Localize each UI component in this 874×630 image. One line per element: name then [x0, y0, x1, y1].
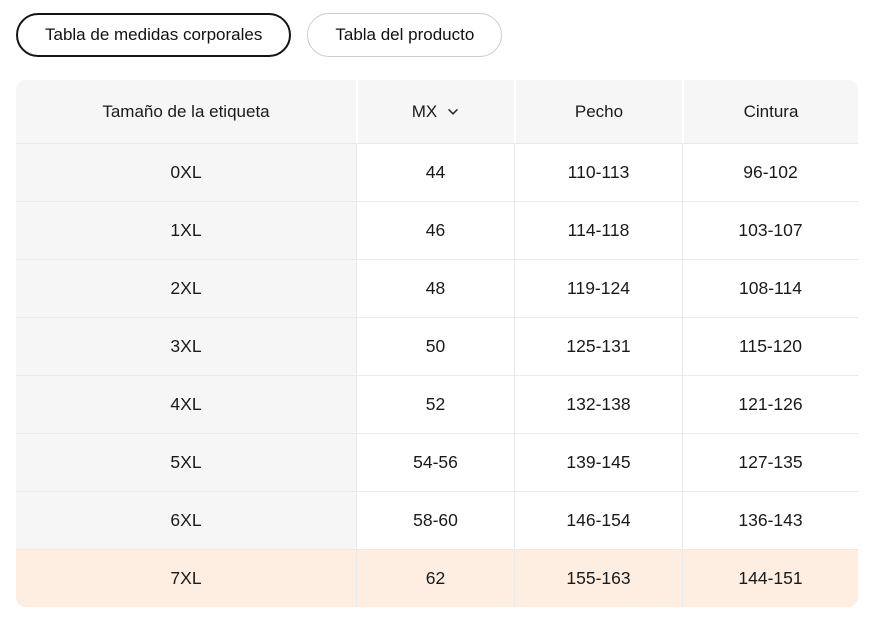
measurement-cell: 155-163: [514, 549, 682, 607]
measurement-cell: 139-145: [514, 433, 682, 491]
row-size-label: 1XL: [16, 201, 356, 259]
row-size-label: 3XL: [16, 317, 356, 375]
size-table-container: Tamaño de la etiqueta MX Pecho Cintura 0…: [16, 80, 858, 607]
measurement-cell: 108-114: [682, 259, 858, 317]
table-row: 5XL 54-56 139-145 127-135: [16, 433, 858, 491]
measurement-cell: 132-138: [514, 375, 682, 433]
measurement-cell: 46: [356, 201, 514, 259]
measurement-cell: 110-113: [514, 143, 682, 201]
chevron-down-icon: [448, 108, 458, 115]
measurement-cell: 136-143: [682, 491, 858, 549]
row-size-label: 6XL: [16, 491, 356, 549]
measurement-cell: 146-154: [514, 491, 682, 549]
measurement-cell: 115-120: [682, 317, 858, 375]
column-header-label-size: Tamaño de la etiqueta: [16, 80, 356, 143]
size-chart-page: Tabla de medidas corporales Tabla del pr…: [0, 0, 874, 607]
table-row: 0XL 44 110-113 96-102: [16, 143, 858, 201]
table-row: 2XL 48 119-124 108-114: [16, 259, 858, 317]
measurement-cell: 52: [356, 375, 514, 433]
measurement-cell: 125-131: [514, 317, 682, 375]
column-header-size-system-dropdown[interactable]: MX: [356, 80, 514, 143]
measurement-cell: 119-124: [514, 259, 682, 317]
measurement-cell: 127-135: [682, 433, 858, 491]
column-header-chest: Pecho: [514, 80, 682, 143]
measurement-cell: 96-102: [682, 143, 858, 201]
tab-product-measurements[interactable]: Tabla del producto: [307, 13, 503, 57]
row-size-label: 5XL: [16, 433, 356, 491]
row-size-label: 7XL: [16, 549, 356, 607]
tab-body-measurements[interactable]: Tabla de medidas corporales: [16, 13, 292, 57]
table-row: 6XL 58-60 146-154 136-143: [16, 491, 858, 549]
chart-tabs: Tabla de medidas corporales Tabla del pr…: [0, 0, 874, 57]
table-row: 4XL 52 132-138 121-126: [16, 375, 858, 433]
measurement-cell: 121-126: [682, 375, 858, 433]
measurement-cell: 144-151: [682, 549, 858, 607]
table-row: 3XL 50 125-131 115-120: [16, 317, 858, 375]
measurement-cell: 114-118: [514, 201, 682, 259]
measurement-cell: 54-56: [356, 433, 514, 491]
table-row: 1XL 46 114-118 103-107: [16, 201, 858, 259]
size-system-value: MX: [411, 101, 438, 121]
row-size-label: 2XL: [16, 259, 356, 317]
row-size-label: 0XL: [16, 143, 356, 201]
column-header-waist: Cintura: [682, 80, 858, 143]
row-size-label: 4XL: [16, 375, 356, 433]
table-header-row: Tamaño de la etiqueta MX Pecho Cintura: [16, 80, 858, 143]
measurement-cell: 48: [356, 259, 514, 317]
measurement-cell: 62: [356, 549, 514, 607]
measurement-cell: 58-60: [356, 491, 514, 549]
measurement-cell: 44: [356, 143, 514, 201]
table-body: 0XL 44 110-113 96-102 1XL 46 114-118 103-107 2XL…: [16, 143, 858, 607]
size-table: Tamaño de la etiqueta MX Pecho Cintura 0…: [16, 80, 858, 607]
measurement-cell: 103-107: [682, 201, 858, 259]
table-row: 7XL 62 155-163 144-151: [16, 549, 858, 607]
measurement-cell: 50: [356, 317, 514, 375]
